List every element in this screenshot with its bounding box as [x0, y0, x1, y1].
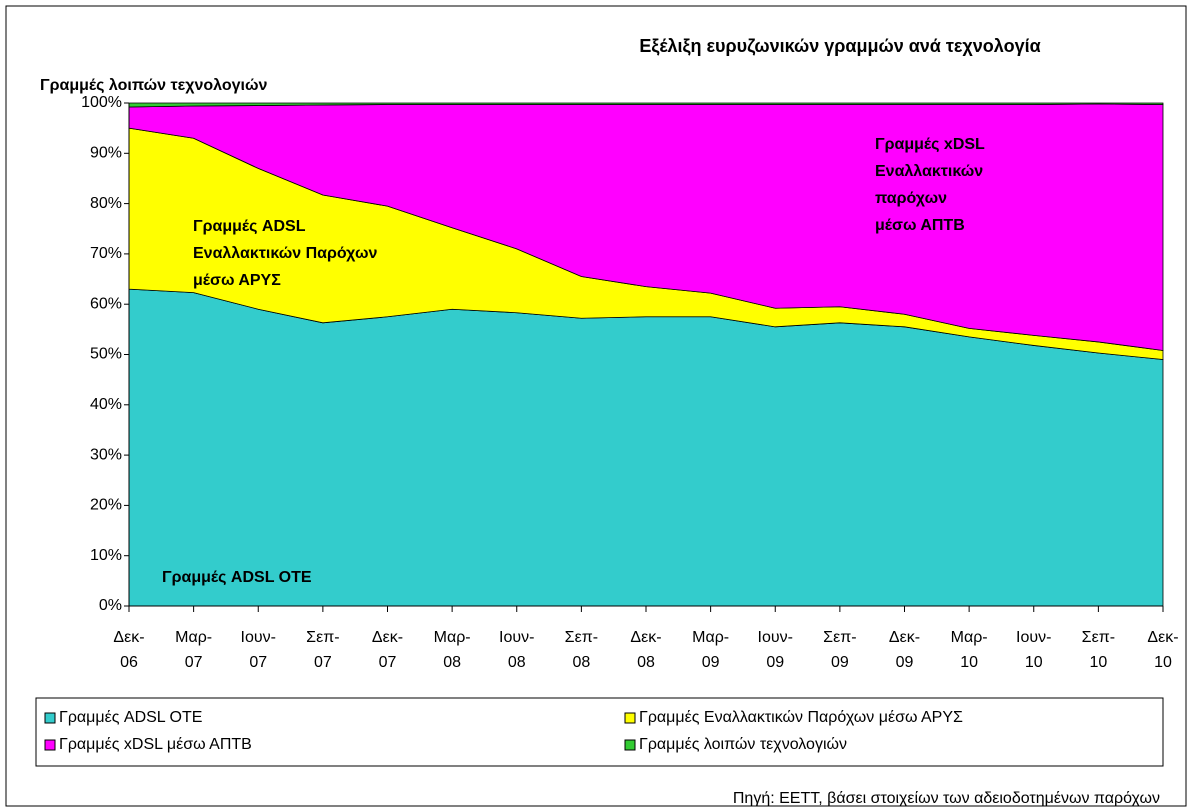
x-tick-label-part: 10	[1025, 654, 1043, 671]
y-tick-label: 50%	[90, 346, 122, 363]
legend-swatch	[44, 739, 56, 751]
annotation: Γραμμές xDSL	[875, 136, 985, 153]
x-tick-label: Σεπ- 09	[823, 629, 856, 671]
annotation: Γραμμές ADSL ΟΤΕ	[162, 569, 312, 586]
x-tick-label-part: Μαρ-	[175, 629, 212, 646]
legend-label: Γραμμές xDSL μέσω ΑΠΤΒ	[59, 736, 252, 753]
annotation: Εναλλακτικών Παρόχων	[193, 245, 377, 262]
x-tick-label-part: Ιουν-	[241, 629, 276, 646]
y-tick-label: 70%	[90, 245, 122, 262]
x-tick-label: Μαρ- 07	[175, 629, 212, 671]
y-tick-label: 10%	[90, 547, 122, 564]
area	[128, 102, 1164, 108]
x-tick-label: Δεκ- 10	[1147, 629, 1178, 671]
x-tick-label-part: 07	[314, 654, 332, 671]
x-tick-label-part: Ιουν-	[1016, 629, 1051, 646]
annotation: Γραμμές ADSL	[193, 218, 306, 235]
annotation: Εναλλακτικών	[875, 163, 983, 180]
legend-label: Γραμμές Εναλλακτικών Παρόχων μέσω ΑΡΥΣ	[639, 709, 963, 726]
x-tick-label-part: 07	[379, 654, 397, 671]
x-tick-label-part: Δεκ-	[630, 629, 661, 646]
x-tick-label: Ιουν- 10	[1016, 629, 1051, 671]
legend-swatch	[44, 712, 56, 724]
x-tick-label-part: Δεκ-	[372, 629, 403, 646]
legend-label: Γραμμές ADSL ΟΤΕ	[59, 709, 202, 726]
x-tick-label-part: 08	[572, 654, 590, 671]
x-tick-label: Σεπ- 07	[306, 629, 339, 671]
x-tick-label-part: Δεκ-	[1147, 629, 1178, 646]
x-tick-label-part: 09	[896, 654, 914, 671]
x-tick-label-part: 09	[766, 654, 784, 671]
x-tick-label: Ιουν- 09	[758, 629, 793, 671]
x-tick-label: Μαρ- 10	[951, 629, 988, 671]
y-tick-label: 80%	[90, 195, 122, 212]
legend-label: Γραμμές λοιπών τεχνολογιών	[639, 736, 847, 753]
x-tick-label-part: 08	[508, 654, 526, 671]
y-tick-label: 0%	[99, 597, 122, 614]
y-tick-label: 100%	[81, 94, 122, 111]
legend-swatch	[624, 739, 636, 751]
annotation: Γραμμές λοιπών τεχνολογιών	[40, 77, 267, 94]
x-tick-label-part: 08	[443, 654, 461, 671]
x-tick-label-part: 09	[831, 654, 849, 671]
x-tick-label-part: 09	[702, 654, 720, 671]
x-tick-label-part: 10	[960, 654, 978, 671]
x-tick-label: Δεκ- 06	[113, 629, 144, 671]
x-tick-label-part: 06	[120, 654, 138, 671]
x-tick-label-part: 07	[185, 654, 203, 671]
chart-title: Εξέλιξη ευρυζωνικών γραμμών ανά τεχνολογ…	[639, 36, 1040, 57]
annotation: παρόχων	[875, 190, 947, 207]
x-tick-label: Δεκ- 07	[372, 629, 403, 671]
legend-swatch	[624, 712, 636, 724]
y-tick-label: 20%	[90, 497, 122, 514]
x-tick-label-part: Σεπ-	[823, 629, 856, 646]
x-tick-label-part: Ιουν-	[499, 629, 534, 646]
x-tick-label-part: Σεπ-	[1082, 629, 1115, 646]
x-tick-label-part: Σεπ-	[565, 629, 598, 646]
x-tick-label: Μαρ- 08	[434, 629, 471, 671]
x-tick-label: Σεπ- 08	[565, 629, 598, 671]
x-tick-label: Σεπ- 10	[1082, 629, 1115, 671]
x-tick-label: Δεκ- 08	[630, 629, 661, 671]
x-tick-label: Δεκ- 09	[889, 629, 920, 671]
x-tick-label-part: Μαρ-	[692, 629, 729, 646]
y-tick-label: 60%	[90, 295, 122, 312]
x-tick-label-part: Μαρ-	[434, 629, 471, 646]
x-tick-label: Μαρ- 09	[692, 629, 729, 671]
y-tick-label: 30%	[90, 446, 122, 463]
x-tick-label-part: Μαρ-	[951, 629, 988, 646]
y-tick-label: 90%	[90, 145, 122, 162]
x-tick-label: Ιουν- 07	[241, 629, 276, 671]
x-tick-label-part: Δεκ-	[889, 629, 920, 646]
y-tick-label: 40%	[90, 396, 122, 413]
x-tick-label-part: 07	[249, 654, 267, 671]
annotation: μέσω ΑΡΥΣ	[193, 272, 281, 289]
x-tick-label-part: Ιουν-	[758, 629, 793, 646]
x-tick-label: Ιουν- 08	[499, 629, 534, 671]
x-tick-label-part: 10	[1154, 654, 1172, 671]
x-tick-label-part: 08	[637, 654, 655, 671]
x-tick-label-part: Δεκ-	[113, 629, 144, 646]
legend-box	[35, 697, 1164, 767]
source: Πηγή: ΕΕΤΤ, βάσει στοιχείων των αδειοδοτ…	[733, 790, 1160, 807]
x-tick-label-part: Σεπ-	[306, 629, 339, 646]
annotation: μέσω ΑΠΤΒ	[875, 217, 965, 234]
x-tick-label-part: 10	[1089, 654, 1107, 671]
